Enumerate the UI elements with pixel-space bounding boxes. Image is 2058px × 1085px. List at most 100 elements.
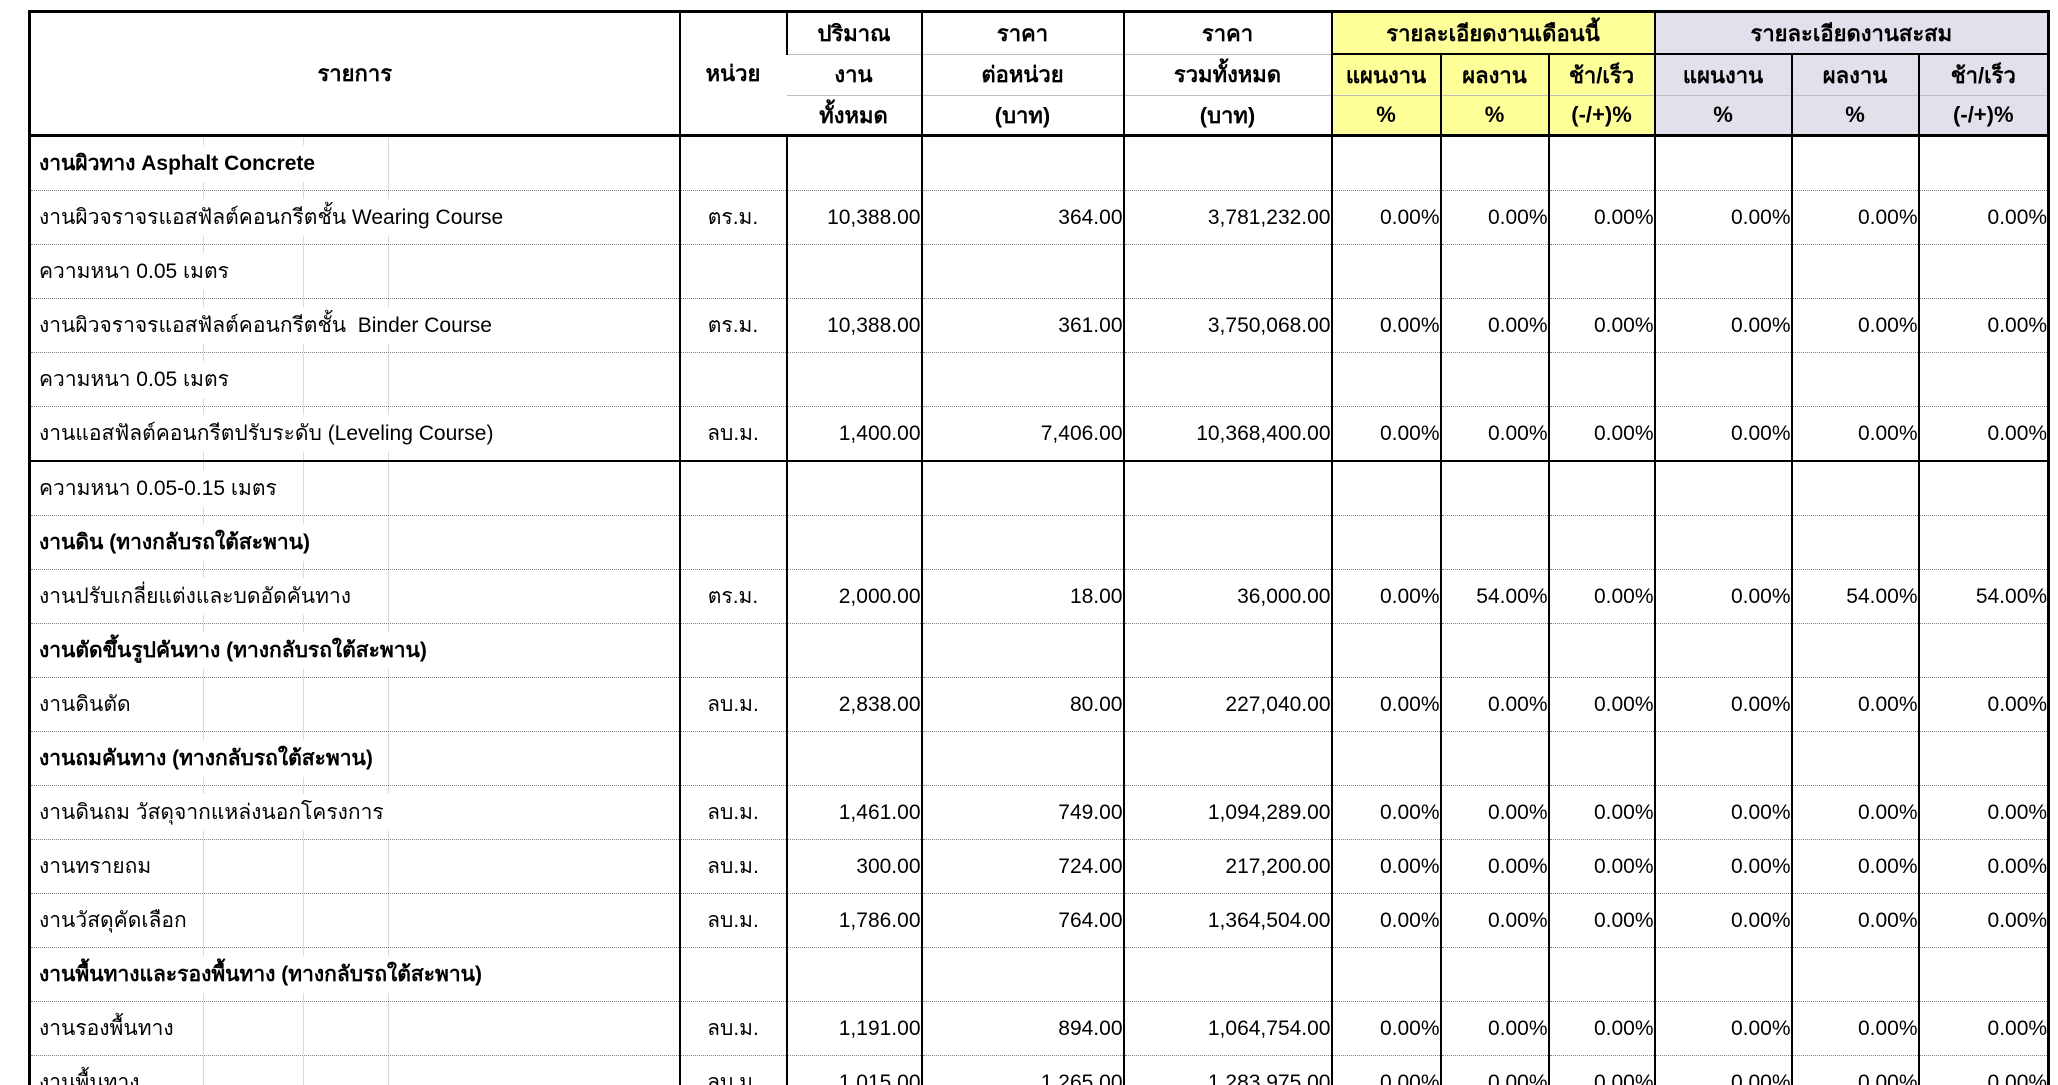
cum-plan-cell[interactable]: 0.00% — [1653, 1055, 1792, 1085]
unit-price-cell[interactable]: 724.00 — [920, 839, 1124, 894]
unit-cell[interactable] — [678, 515, 787, 570]
unit-cell[interactable] — [678, 352, 787, 407]
item-cell[interactable]: งานดินตัด — [29, 677, 680, 732]
unit-cell[interactable]: ลบ.ม. — [678, 1001, 787, 1056]
unit-price-cell[interactable] — [920, 460, 1124, 516]
total-price-cell[interactable]: 1,064,754.00 — [1122, 1001, 1332, 1056]
unit-cell[interactable]: ลบ.ม. — [678, 839, 787, 894]
cum-diff-cell[interactable]: 0.00% — [1917, 1055, 2049, 1085]
cum-diff-cell[interactable]: 0.00% — [1917, 190, 2049, 245]
total-price-cell[interactable]: 3,750,068.00 — [1122, 298, 1332, 353]
month-actual-cell[interactable]: 0.00% — [1439, 839, 1549, 894]
total-price-cell[interactable] — [1122, 352, 1332, 407]
cum-plan-cell[interactable] — [1653, 947, 1792, 1002]
cum-plan-cell[interactable]: 0.00% — [1653, 190, 1792, 245]
unit-cell[interactable]: ตร.ม. — [678, 569, 787, 624]
month-diff-cell[interactable]: 0.00% — [1547, 1001, 1655, 1056]
month-plan-cell[interactable] — [1330, 623, 1441, 678]
total-price-cell[interactable]: 10,368,400.00 — [1122, 406, 1332, 462]
unit-price-cell[interactable]: 80.00 — [920, 677, 1124, 732]
unit-price-cell[interactable] — [920, 244, 1124, 299]
item-cell[interactable]: งานพื้นทางและรองพื้นทาง (ทางกลับรถใต้สะพ… — [29, 947, 680, 1002]
cum-actual-cell[interactable]: 0.00% — [1790, 1055, 1919, 1085]
item-cell[interactable]: งานผิวจราจรแอสฟัลต์คอนกรีตชั้น Wearing C… — [29, 190, 680, 245]
month-diff-cell[interactable]: 0.00% — [1547, 569, 1655, 624]
unit-cell[interactable]: ตร.ม. — [678, 298, 787, 353]
cum-actual-cell[interactable]: 54.00% — [1790, 569, 1919, 624]
unit-cell[interactable]: ลบ.ม. — [678, 893, 787, 948]
month-plan-cell[interactable] — [1330, 460, 1441, 516]
total-price-cell[interactable]: 1,364,504.00 — [1122, 893, 1332, 948]
cum-plan-cell[interactable]: 0.00% — [1653, 785, 1792, 840]
unit-price-cell[interactable] — [920, 623, 1124, 678]
month-diff-cell[interactable]: 0.00% — [1547, 785, 1655, 840]
month-diff-cell[interactable] — [1547, 623, 1655, 678]
item-cell[interactable]: งานแอสฟัลต์คอนกรีตปรับระดับ (Leveling Co… — [29, 406, 680, 462]
cum-actual-cell[interactable]: 0.00% — [1790, 406, 1919, 462]
cum-actual-cell[interactable] — [1790, 623, 1919, 678]
month-actual-cell[interactable]: 0.00% — [1439, 406, 1549, 462]
cum-actual-cell[interactable]: 0.00% — [1790, 298, 1919, 353]
total-price-cell[interactable] — [1122, 623, 1332, 678]
unit-cell[interactable] — [678, 731, 787, 786]
month-actual-cell[interactable] — [1439, 515, 1549, 570]
month-plan-cell[interactable] — [1330, 244, 1441, 299]
cum-actual-cell[interactable] — [1790, 731, 1919, 786]
item-cell[interactable]: งานวัสดุคัดเลือก — [29, 893, 680, 948]
quantity-cell[interactable] — [785, 947, 922, 1002]
cum-diff-cell[interactable] — [1917, 515, 2049, 570]
cum-actual-cell[interactable]: 0.00% — [1790, 893, 1919, 948]
cum-plan-cell[interactable]: 0.00% — [1653, 406, 1792, 462]
month-diff-cell[interactable]: 0.00% — [1547, 406, 1655, 462]
cum-plan-cell[interactable] — [1653, 135, 1792, 191]
unit-price-cell[interactable]: 764.00 — [920, 893, 1124, 948]
cum-actual-cell[interactable] — [1790, 135, 1919, 191]
month-plan-cell[interactable]: 0.00% — [1330, 893, 1441, 948]
cum-actual-cell[interactable] — [1790, 947, 1919, 1002]
total-price-cell[interactable]: 217,200.00 — [1122, 839, 1332, 894]
month-diff-cell[interactable] — [1547, 244, 1655, 299]
month-plan-cell[interactable]: 0.00% — [1330, 1001, 1441, 1056]
unit-cell[interactable] — [678, 623, 787, 678]
cum-diff-cell[interactable]: 0.00% — [1917, 1001, 2049, 1056]
unit-price-cell[interactable]: 1,265.00 — [920, 1055, 1124, 1085]
cum-actual-cell[interactable]: 0.00% — [1790, 677, 1919, 732]
month-plan-cell[interactable] — [1330, 947, 1441, 1002]
unit-cell[interactable]: ลบ.ม. — [678, 406, 787, 462]
cum-plan-cell[interactable] — [1653, 460, 1792, 516]
month-actual-cell[interactable]: 0.00% — [1439, 190, 1549, 245]
month-actual-cell[interactable] — [1439, 135, 1549, 191]
cum-actual-cell[interactable] — [1790, 244, 1919, 299]
unit-price-cell[interactable] — [920, 352, 1124, 407]
quantity-cell[interactable]: 1,786.00 — [785, 893, 922, 948]
quantity-cell[interactable] — [785, 515, 922, 570]
item-cell[interactable]: งานผิวจราจรแอสฟัลต์คอนกรีตชั้น Binder Co… — [29, 298, 680, 353]
quantity-cell[interactable] — [785, 352, 922, 407]
quantity-cell[interactable] — [785, 623, 922, 678]
cum-actual-cell[interactable]: 0.00% — [1790, 785, 1919, 840]
cum-diff-cell[interactable]: 0.00% — [1917, 298, 2049, 353]
item-cell[interactable]: งานรองพื้นทาง — [29, 1001, 680, 1056]
unit-price-cell[interactable]: 894.00 — [920, 1001, 1124, 1056]
total-price-cell[interactable] — [1122, 135, 1332, 191]
quantity-cell[interactable] — [785, 731, 922, 786]
cum-plan-cell[interactable]: 0.00% — [1653, 569, 1792, 624]
month-actual-cell[interactable]: 0.00% — [1439, 893, 1549, 948]
total-price-cell[interactable]: 1,094,289.00 — [1122, 785, 1332, 840]
unit-price-cell[interactable]: 7,406.00 — [920, 406, 1124, 462]
cum-actual-cell[interactable]: 0.00% — [1790, 1001, 1919, 1056]
month-diff-cell[interactable]: 0.00% — [1547, 298, 1655, 353]
month-actual-cell[interactable]: 0.00% — [1439, 1055, 1549, 1085]
unit-price-cell[interactable] — [920, 947, 1124, 1002]
item-cell[interactable]: งานทรายถม — [29, 839, 680, 894]
unit-cell[interactable] — [678, 244, 787, 299]
unit-price-cell[interactable]: 18.00 — [920, 569, 1124, 624]
unit-cell[interactable] — [678, 947, 787, 1002]
month-plan-cell[interactable]: 0.00% — [1330, 839, 1441, 894]
cum-diff-cell[interactable]: 0.00% — [1917, 785, 2049, 840]
cum-actual-cell[interactable]: 0.00% — [1790, 190, 1919, 245]
month-diff-cell[interactable] — [1547, 947, 1655, 1002]
unit-price-cell[interactable]: 364.00 — [920, 190, 1124, 245]
month-plan-cell[interactable] — [1330, 515, 1441, 570]
cum-diff-cell[interactable]: 0.00% — [1917, 677, 2049, 732]
